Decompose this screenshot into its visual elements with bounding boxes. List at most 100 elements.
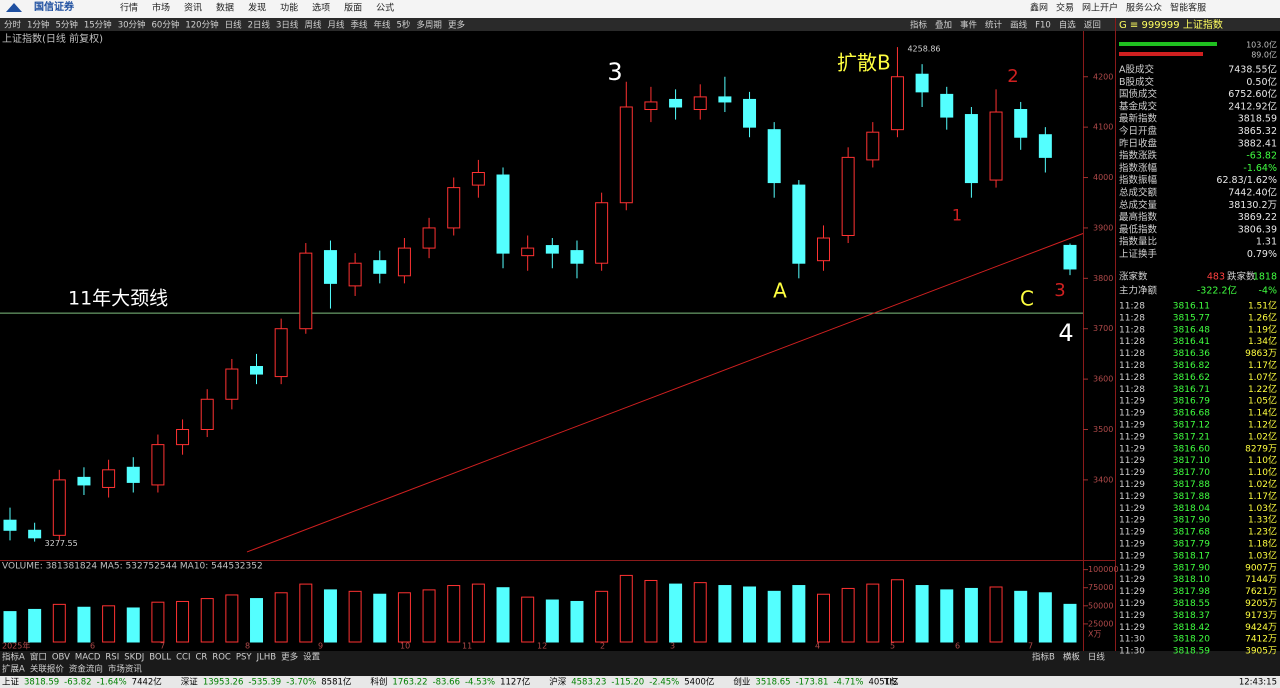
volume-bar	[250, 598, 264, 643]
indicator-tab[interactable]: ROC	[212, 653, 231, 663]
tool-button[interactable]: 事件	[960, 20, 978, 31]
y-tick-label: 3500	[1093, 425, 1113, 434]
indicator-tab[interactable]: PSY	[236, 653, 253, 663]
annotation: 4	[1058, 319, 1073, 347]
menu-item[interactable]: 数据	[216, 2, 234, 14]
menu-item[interactable]: 发现	[248, 2, 266, 14]
link[interactable]: 服务公众	[1126, 2, 1162, 14]
period-tab[interactable]: 分时	[4, 20, 22, 31]
indicator-tab[interactable]: BOLL	[149, 653, 171, 663]
indicator-tab[interactable]: 窗口	[30, 652, 47, 663]
extra-tab[interactable]: 扩展A	[2, 664, 25, 675]
candle-body	[595, 202, 609, 264]
indicator-tab[interactable]: SKDJ	[124, 653, 144, 663]
tool-button[interactable]: 统计	[985, 20, 1003, 31]
volume-bar	[964, 587, 978, 643]
indicator-tab[interactable]: MACD	[75, 653, 101, 663]
menu-item[interactable]: 公式	[376, 2, 394, 14]
right-tab[interactable]: 日线	[1088, 652, 1106, 663]
trade-time: 11:29	[1119, 575, 1145, 585]
right-tab[interactable]: 指标B	[1032, 652, 1055, 663]
status-item: 7442亿	[132, 677, 162, 688]
indicator-tab[interactable]: RSI	[105, 653, 119, 663]
volume-bar	[1014, 590, 1028, 643]
tool-button[interactable]: 返回	[1084, 20, 1101, 31]
volume-bar	[126, 607, 140, 643]
period-tab[interactable]: 周线	[304, 20, 322, 31]
indicator-tab[interactable]: 更多	[281, 652, 299, 663]
x-tick-label: 12	[537, 642, 547, 651]
stat-value: 3818.59	[1238, 114, 1277, 125]
stat-label: A股成交	[1119, 64, 1154, 76]
x-tick-label: 2	[600, 642, 605, 651]
stat-label: 指数振幅	[1119, 174, 1158, 186]
menu-item[interactable]: 资讯	[184, 3, 202, 14]
period-tab[interactable]: 3日线	[276, 20, 299, 31]
period-tab[interactable]: 2日线	[248, 20, 271, 31]
volume-bar	[669, 583, 683, 643]
link[interactable]: 网上开户	[1082, 2, 1118, 14]
candle-body	[77, 476, 91, 486]
trade-price: 3816.79	[1173, 397, 1210, 407]
candle-body	[471, 172, 485, 186]
annotation: C	[1020, 287, 1034, 311]
trade-volume: 1.05亿	[1248, 395, 1277, 407]
indicator-tab[interactable]: CR	[195, 653, 207, 663]
trade-price: 3817.68	[1173, 528, 1210, 538]
indicator-tab[interactable]: JLHB	[256, 653, 277, 663]
stat-value: 6752.60亿	[1228, 88, 1277, 100]
period-tab[interactable]: 15分钟	[84, 20, 112, 31]
candle-body	[250, 366, 264, 375]
indicator-tab[interactable]: 指标A	[2, 652, 25, 663]
link[interactable]: 交易	[1056, 2, 1074, 14]
link[interactable]: 鑫网	[1030, 2, 1048, 14]
tool-button[interactable]: 自选	[1059, 20, 1077, 31]
menu-item[interactable]: 版面	[344, 2, 362, 14]
indicator-tab[interactable]: OBV	[52, 653, 70, 663]
tool-button[interactable]: 画线	[1010, 20, 1028, 31]
tool-button[interactable]: 指标	[910, 20, 928, 31]
indicator-tab[interactable]: CCI	[176, 653, 190, 663]
period-tab[interactable]: 更多	[448, 20, 466, 31]
period-tab[interactable]: 月线	[327, 20, 345, 31]
period-tab[interactable]: 5秒	[397, 20, 411, 31]
trade-time: 11:28	[1119, 361, 1145, 371]
period-tab[interactable]: 120分钟	[185, 20, 218, 31]
candle-body	[200, 398, 214, 431]
period-tab[interactable]: 5分钟	[55, 20, 77, 31]
period-tab[interactable]: 多周期	[416, 20, 442, 31]
period-tab[interactable]: 30分钟	[118, 20, 146, 31]
menu-item[interactable]: 行情	[120, 2, 138, 14]
status-item: 3518.65	[755, 678, 790, 688]
indicator-tab[interactable]: 设置	[303, 652, 321, 663]
trade-time: 11:28	[1119, 302, 1145, 312]
menu-item[interactable]: 市场	[152, 2, 170, 14]
trade-volume: 1.51亿	[1248, 300, 1277, 312]
candle-body	[841, 156, 855, 236]
right-tab[interactable]: 横板	[1063, 652, 1081, 663]
candle-body	[792, 184, 806, 264]
trade-time: 11:29	[1119, 409, 1145, 419]
extra-tab[interactable]: 关联报价	[30, 664, 65, 675]
period-tab[interactable]: 日线	[225, 20, 243, 31]
volume-bar	[496, 587, 510, 643]
tool-button[interactable]: F10	[1035, 21, 1051, 31]
extra-tab[interactable]: 市场资讯	[108, 664, 143, 675]
candle-body	[1014, 109, 1028, 138]
link[interactable]: 智能客服	[1170, 2, 1206, 14]
trade-price: 3817.70	[1173, 468, 1210, 478]
extra-tab[interactable]: 资金流向	[69, 664, 103, 675]
trade-price: 3818.55	[1173, 599, 1210, 609]
y-tick-label: 4000	[1093, 173, 1113, 182]
period-tab[interactable]: 1分钟	[27, 20, 49, 31]
tool-button[interactable]: 叠加	[935, 20, 952, 31]
period-tab[interactable]: 季线	[350, 20, 368, 31]
volume-bar	[1038, 592, 1052, 643]
period-tab[interactable]: 60分钟	[152, 20, 180, 31]
menu-item[interactable]: 选项	[312, 2, 330, 14]
stat-value: 2412.92亿	[1228, 100, 1277, 112]
y-tick-label: 3700	[1093, 324, 1113, 333]
logo: 国信证券	[34, 0, 75, 13]
menu-item[interactable]: 功能	[280, 2, 298, 14]
period-tab[interactable]: 年线	[373, 20, 391, 31]
